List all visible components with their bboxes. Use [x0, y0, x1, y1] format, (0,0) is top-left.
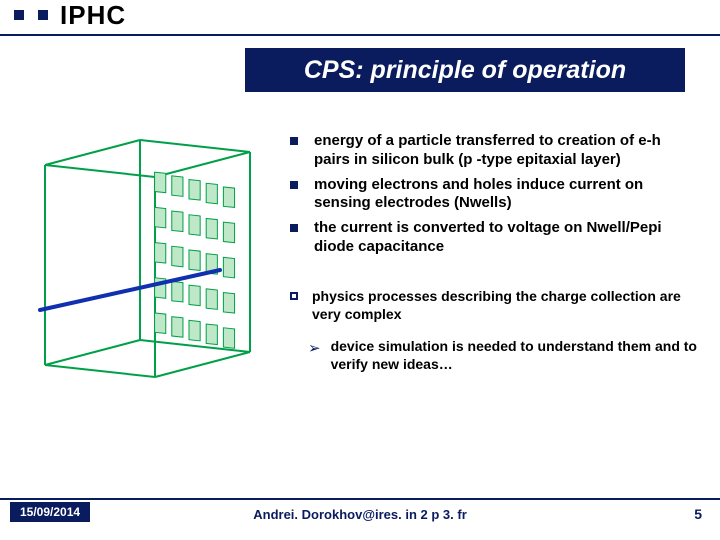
content-area: energy of a particle transferred to crea… — [290, 132, 700, 379]
header-divider — [0, 34, 720, 36]
footer-page-number: 5 — [694, 506, 702, 522]
logo-bullets — [14, 6, 62, 24]
sub-bullet-text: physics processes describing the charge … — [312, 287, 700, 323]
hollow-square-bullet-icon — [290, 292, 298, 300]
arrow-bullet-row: ➢ device simulation is needed to underst… — [290, 337, 700, 373]
bullet-text: energy of a particle transferred to crea… — [314, 132, 700, 170]
square-bullet-icon — [290, 224, 298, 232]
arrow-bullet-text: device simulation is needed to understan… — [331, 337, 700, 373]
arrow-bullet-icon: ➢ — [308, 339, 321, 357]
footer-divider — [0, 498, 720, 500]
slide-title: CPS: principle of operation — [245, 48, 685, 92]
square-bullet-icon — [290, 137, 298, 145]
bullet-text: the current is converted to voltage on N… — [314, 219, 700, 257]
bullet-row: the current is converted to voltage on N… — [290, 219, 700, 257]
bullet-text: moving electrons and holes induce curren… — [314, 176, 700, 214]
footer-email: Andrei. Dorokhov@ires. in 2 p 3. fr — [0, 507, 720, 522]
sub-bullet-row: physics processes describing the charge … — [290, 287, 700, 323]
cps-diagram — [20, 100, 260, 380]
square-bullet-icon — [290, 181, 298, 189]
bullet-row: energy of a particle transferred to crea… — [290, 132, 700, 170]
logo-text: IPHC — [60, 0, 126, 31]
bullet-row: moving electrons and holes induce curren… — [290, 176, 700, 214]
